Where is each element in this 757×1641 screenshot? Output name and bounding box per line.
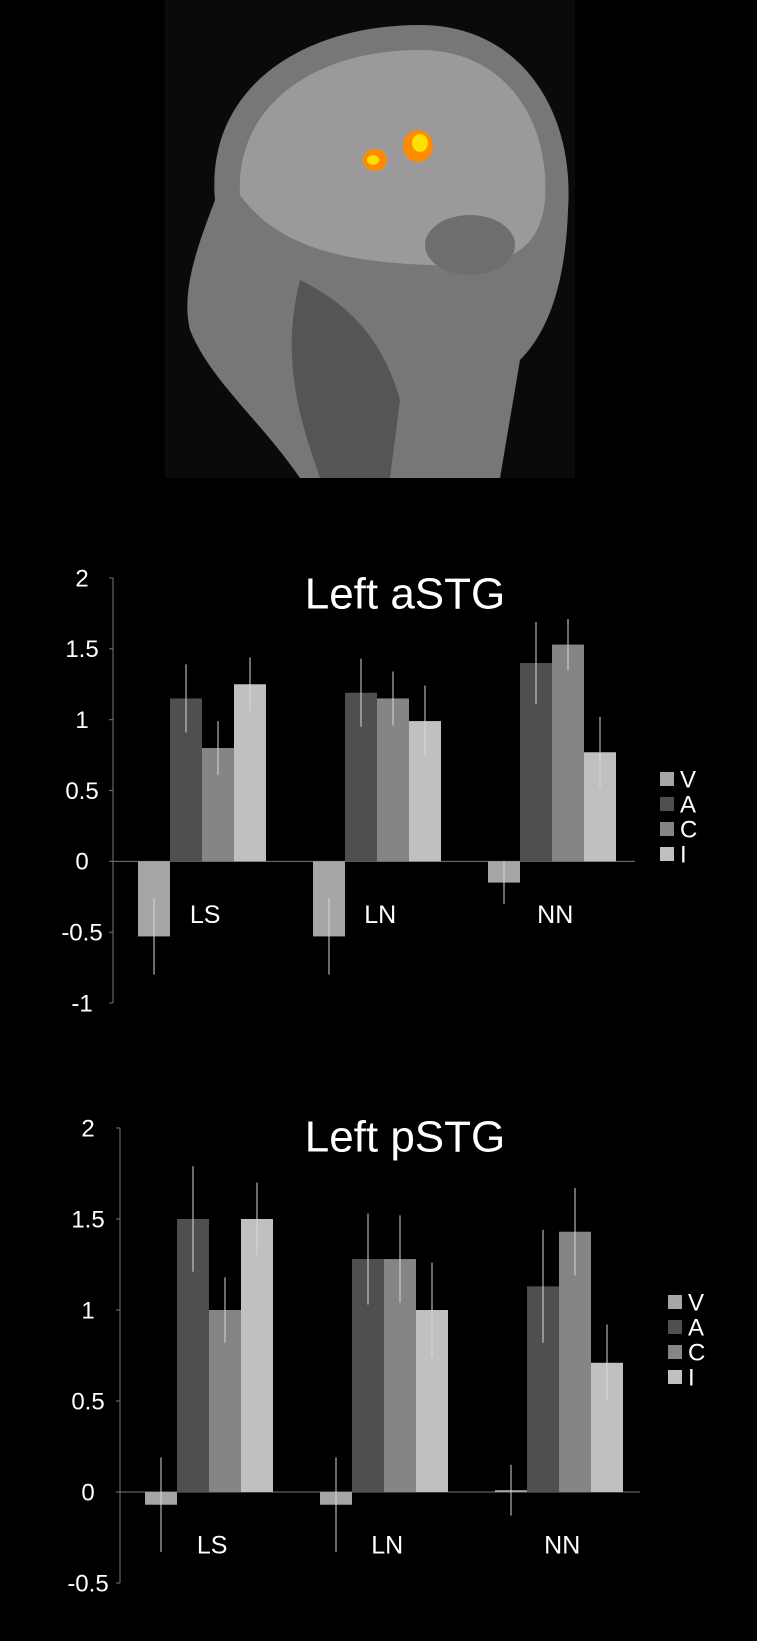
x-tick-label: LN [371,1532,403,1560]
legend-label: I [680,841,687,868]
y-tick-label: 1.5 [65,636,98,663]
legend-swatch [660,822,674,836]
y-tick-label: 1 [81,1297,94,1324]
y-tick-label: 1.5 [71,1206,104,1233]
figure: -1-0.500.511.52Left aSTGLSLNNNVACI-0.500… [0,0,757,1636]
x-tick-label: LS [190,901,221,929]
chart-title: Left pSTG [305,1113,506,1162]
legend-swatch [660,847,674,861]
y-tick-label: 0 [81,1479,94,1506]
y-tick-label: -0.5 [67,1570,108,1597]
bar [552,645,584,862]
legend-swatch [668,1295,682,1309]
legend-label: C [680,816,697,843]
mri-image [165,0,575,478]
legend-label: V [688,1289,704,1316]
legend-label: V [680,766,696,793]
legend-swatch [668,1345,682,1359]
y-tick-label: 0.5 [65,778,98,805]
y-tick-label: 2 [81,1115,94,1142]
x-tick-label: NN [537,901,573,929]
y-tick-label: -1 [71,990,92,1017]
y-tick-label: -0.5 [61,920,102,947]
bar [241,1219,273,1492]
chart-title: Left aSTG [305,570,506,619]
y-tick-label: 2 [75,565,88,592]
legend-swatch [668,1320,682,1334]
x-tick-label: NN [544,1532,580,1560]
legend-label: A [688,1314,704,1341]
y-tick-label: 0 [75,849,88,876]
y-tick-label: 1 [75,707,88,734]
legend-label: I [688,1364,695,1391]
legend-swatch [660,797,674,811]
page: -1-0.500.511.52Left aSTGLSLNNNVACI-0.500… [0,0,757,1636]
legend-label: C [688,1339,705,1366]
legend-swatch [660,772,674,786]
legend-swatch [668,1370,682,1384]
x-tick-label: LN [364,901,396,929]
legend-label: A [680,791,696,818]
y-tick-label: 0.5 [71,1388,104,1415]
x-tick-label: LS [197,1532,228,1560]
